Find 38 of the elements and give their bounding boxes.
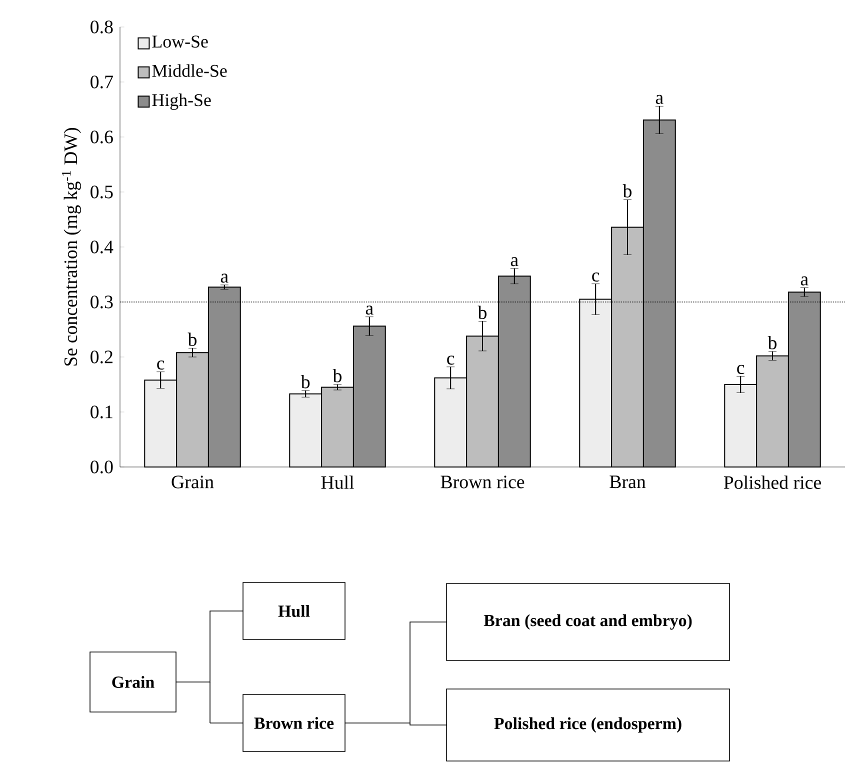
legend-label: Low-Se	[152, 36, 208, 48]
y-axis-title: Se concentration (mg kg$^{-1}$ DW)	[62, 128, 82, 366]
annotation: b	[622, 184, 632, 198]
annotation: c	[157, 360, 164, 370]
annotation: a	[366, 306, 374, 315]
x-tick-label: Brown rice	[440, 476, 524, 488]
y-tick-label: 0.8	[90, 20, 113, 34]
annotation: b	[300, 375, 310, 388]
text: Brown rice	[254, 717, 334, 729]
annotation: b	[188, 332, 197, 346]
annotation: a	[220, 274, 228, 283]
annotation: b	[768, 336, 777, 350]
annotation: b	[332, 368, 342, 382]
annotation: b	[478, 306, 487, 320]
y-tick-label: 0.0	[90, 460, 113, 474]
x-tick-label: Bran	[610, 476, 646, 488]
y-tick-label: 0.5	[90, 186, 113, 198]
annotation: a	[656, 94, 664, 104]
y-tick-label: 0.4	[90, 240, 114, 254]
annotation: a	[800, 276, 808, 286]
y-tick-label: 0.1	[90, 406, 112, 418]
y-tick-label: 0.2	[90, 350, 112, 364]
y-tick-label: 0.6	[90, 130, 113, 144]
x-tick-label: Grain	[172, 476, 214, 488]
text: Polished rice (endosperm)	[494, 717, 682, 733]
x-tick-label: Polished rice	[724, 476, 821, 489]
text: Hull	[278, 605, 310, 617]
x-tick-label: Hull	[321, 476, 354, 489]
annotation: c	[592, 272, 600, 282]
y-tick-label: 0.3	[90, 296, 113, 308]
annotation: c	[447, 356, 454, 365]
y-tick-label: 0.7	[90, 76, 113, 88]
annotation: c	[737, 364, 744, 374]
legend-label: High-Se	[152, 94, 211, 110]
text: Bran (seed coat and embryo)	[484, 614, 692, 630]
annotation: a	[510, 257, 518, 266]
legend-label: Middle-Se	[152, 64, 227, 77]
text: Grain	[112, 676, 154, 688]
